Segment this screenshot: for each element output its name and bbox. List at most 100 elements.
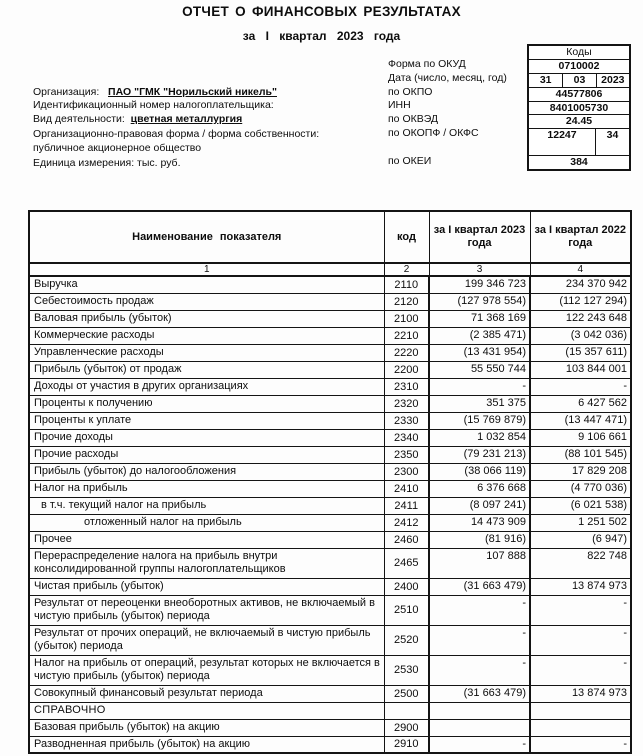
col-num-2: 2	[383, 262, 430, 277]
row-value-2022: (13 447 471)	[529, 411, 632, 430]
header-2022: за I квартал 2022 года	[529, 210, 632, 264]
row-value-2023: 71 368 169	[428, 309, 531, 328]
row-name: Разводненная прибыль (убыток) на акцию	[28, 735, 385, 754]
row-name: Прочие доходы	[28, 428, 385, 447]
row-name: СПРАВОЧНО	[28, 701, 385, 720]
row-code: 2120	[383, 292, 430, 311]
row-value-2022: 822 748	[529, 547, 632, 579]
row-value-2022: -	[529, 377, 632, 396]
activity-line: Вид деятельности: цветная металлургия	[33, 113, 242, 125]
row-value-2022: 13 874 973	[529, 684, 632, 703]
row-code: 2412	[383, 513, 430, 532]
row-value-2023: (31 663 479)	[428, 577, 531, 596]
row-value-2023: (79 231 213)	[428, 445, 531, 464]
row-name: в т.ч. текущий налог на прибыль	[28, 496, 385, 515]
row-name: Налог на прибыль от операций, результат …	[28, 654, 385, 686]
row-value-2022: 6 427 562	[529, 394, 632, 413]
row-value-2022: -	[529, 624, 632, 656]
table-row: Себестоимость продаж 2120 (127 978 554) …	[28, 292, 632, 311]
row-value-2023: (31 663 479)	[428, 684, 531, 703]
row-value-2022: 1 251 502	[529, 513, 632, 532]
row-code: 2220	[383, 343, 430, 362]
row-code: 2530	[383, 654, 430, 686]
table-row: Налог на прибыль от операций, результат …	[28, 654, 632, 686]
row-code: 2330	[383, 411, 430, 430]
row-code: 2340	[383, 428, 430, 447]
row-code: 2500	[383, 684, 430, 703]
row-value-2022	[529, 718, 632, 737]
row-name: Совокупный финансовый результат периода	[28, 684, 385, 703]
row-name: Прибыль (убыток) до налогообложения	[28, 462, 385, 481]
column-numbering-row: 1 2 3 4	[28, 262, 632, 277]
row-value-2023: -	[428, 735, 531, 754]
row-value-2023	[428, 718, 531, 737]
date-day: 31	[539, 74, 552, 86]
organization-value: ПАО "ГМК "Норильский никель"	[108, 86, 277, 98]
row-value-2023: (15 769 879)	[428, 411, 531, 430]
row-value-2022: (112 127 294)	[529, 292, 632, 311]
row-value-2023: 351 375	[428, 394, 531, 413]
organization-line: Организация: ПАО "ГМК "Норильский никель…	[33, 86, 277, 98]
report-date: 31 03 2023	[529, 73, 629, 87]
row-value-2023: (2 385 471)	[428, 326, 531, 345]
row-code: 2460	[383, 530, 430, 549]
legal-form-value: публичное акционерное общество	[33, 142, 202, 154]
row-value-2023: -	[428, 377, 531, 396]
table-row: СПРАВОЧНО	[28, 701, 632, 720]
organization-label: Организация:	[33, 86, 100, 98]
okopf-okfs-codes: 12247 34	[529, 128, 629, 155]
row-value-2023: -	[428, 594, 531, 626]
row-code: 2210	[383, 326, 430, 345]
okopf-label: по ОКОПФ / ОКФС	[388, 127, 479, 139]
table-row: Результат от переоценки внеоборотных акт…	[28, 594, 632, 626]
header-code: код	[383, 210, 430, 264]
table-row: Проценты к уплате 2330 (15 769 879) (13 …	[28, 411, 632, 430]
row-value-2022: (6 947)	[529, 530, 632, 549]
table-row: Прочие доходы 2340 1 032 854 9 106 661	[28, 428, 632, 447]
row-value-2023: 107 888	[428, 547, 531, 579]
row-value-2023: (8 097 241)	[428, 496, 531, 515]
row-code: 2300	[383, 462, 430, 481]
table-row: Валовая прибыль (убыток) 2100 71 368 169…	[28, 309, 632, 328]
row-value-2023: (13 431 954)	[428, 343, 531, 362]
table-row: отложенный налог на прибыль 2412 14 473 …	[28, 513, 632, 532]
row-value-2022	[529, 701, 632, 720]
row-value-2022: (4 770 036)	[529, 479, 632, 498]
codes-box: Коды 0710002 31 03 2023 44577806 840100573…	[527, 44, 631, 171]
inn-code: 8401005730	[529, 101, 629, 114]
row-value-2023: 199 346 723	[428, 275, 531, 294]
table-row: в т.ч. текущий налог на прибыль 2411 (8 …	[28, 496, 632, 515]
row-value-2022: (15 357 611)	[529, 343, 632, 362]
row-code: 2910	[383, 735, 430, 754]
row-value-2023: -	[428, 624, 531, 656]
okud-label: Форма по ОКУД	[388, 58, 466, 70]
row-name: Базовая прибыль (убыток) на акцию	[28, 718, 385, 737]
okei-code: 384	[529, 155, 629, 169]
table-row: Прочее 2460 (81 916) (6 947)	[28, 530, 632, 549]
row-value-2022: (6 021 538)	[529, 496, 632, 515]
table-row: Разводненная прибыль (убыток) на акцию 2…	[28, 735, 632, 754]
okei-label: по ОКЕИ	[388, 155, 432, 167]
row-name: Доходы от участия в других организациях	[28, 377, 385, 396]
row-code: 2100	[383, 309, 430, 328]
col-num-4: 4	[529, 262, 632, 277]
table-row: Базовая прибыль (убыток) на акцию 2900	[28, 718, 632, 737]
row-value-2022: 13 874 973	[529, 577, 632, 596]
table-header: Наименование показателя код за I квартал…	[28, 210, 632, 277]
row-value-2022: 103 844 001	[529, 360, 632, 379]
row-code: 2110	[383, 275, 430, 294]
header-name: Наименование показателя	[28, 210, 385, 264]
legal-form-label: Организационно-правовая форма / форма со…	[33, 128, 320, 140]
row-name: Результат от прочих операций, не включае…	[28, 624, 385, 656]
row-name: Перераспределение налога на прибыль внут…	[28, 547, 385, 579]
row-value-2023: 6 376 668	[428, 479, 531, 498]
row-value-2022: -	[529, 654, 632, 686]
row-name: Проценты к уплате	[28, 411, 385, 430]
row-value-2023: 14 473 909	[428, 513, 531, 532]
row-value-2023: 1 032 854	[428, 428, 531, 447]
row-value-2022: 9 106 661	[529, 428, 632, 447]
report-table-body: Выручка 2110 199 346 723 234 370 942 Себ…	[28, 275, 632, 754]
row-value-2023: -	[428, 654, 531, 686]
row-name: Проценты к получению	[28, 394, 385, 413]
